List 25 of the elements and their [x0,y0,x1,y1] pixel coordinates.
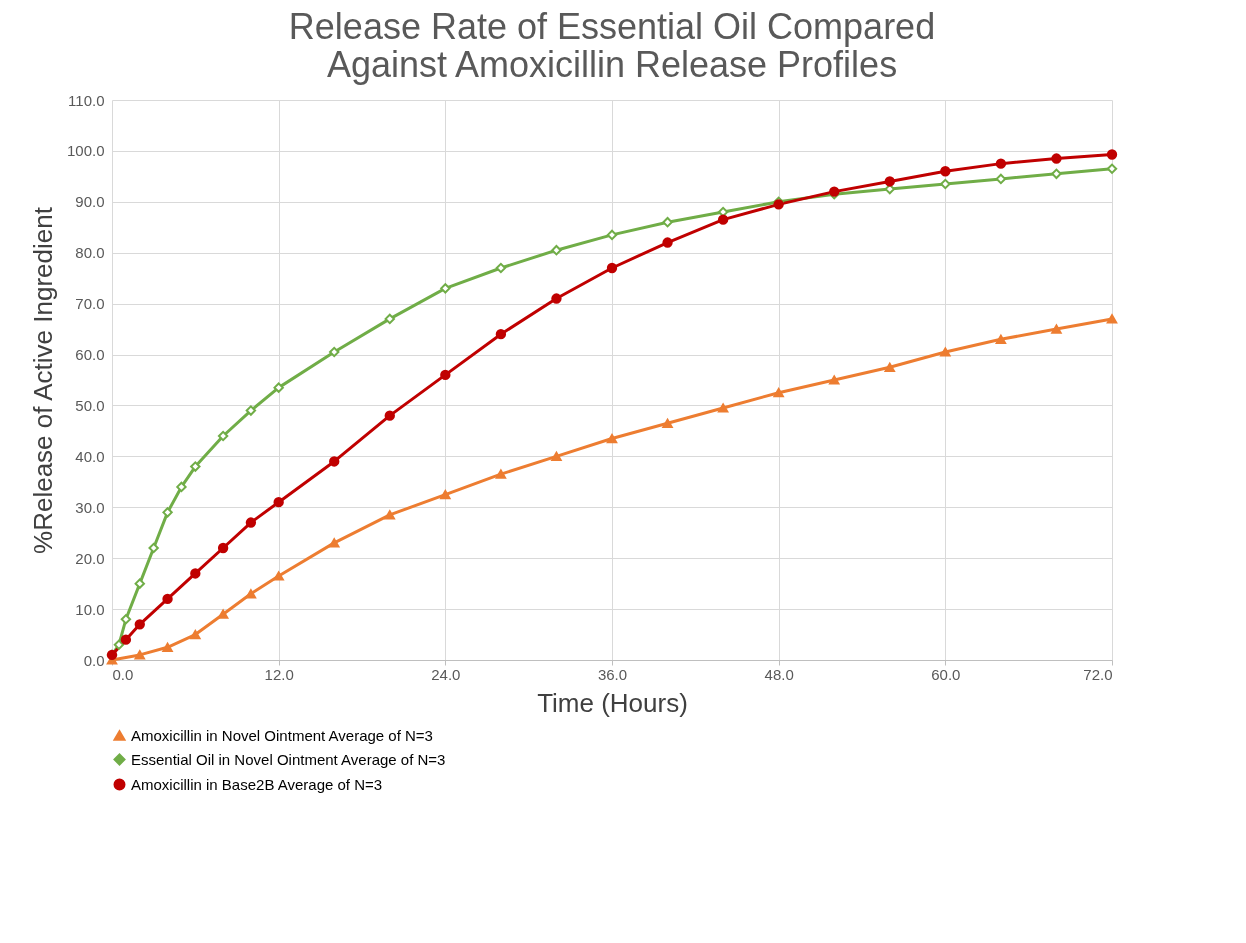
y-tick-label: 20.0 [75,549,105,567]
chart-title: Release Rate of Essential Oil Compared Against Amoxicillin Release Profiles [288,6,936,85]
x-tick-label: 24.0 [431,665,461,683]
y-tick-label: 60.0 [75,346,105,364]
y-tick-label: 50.0 [75,396,105,414]
y-tick-label: 70.0 [75,295,105,313]
legend-label: Amoxicillin in Novel Ointment Average of N=3 [131,726,433,744]
x-axis-title: Time (Hours) [537,687,688,718]
x-tick-label: 48.0 [764,665,794,683]
y-tick-label: 30.0 [75,498,105,516]
x-tick-label: 72.0 [1083,665,1113,683]
y-tick-label: 0.0 [83,651,105,669]
y-tick-label: 100.0 [66,142,105,160]
y-tick-label: 80.0 [75,244,105,262]
legend-label: Essential Oil in Novel Ointment Average of N=3 [131,750,446,768]
x-tick-label: 0.0 [112,665,134,683]
y-tick-label: 110.0 [68,91,105,109]
y-axis-title: %Release of Active Ingredient [27,206,58,554]
y-tick-label: 10.0 [75,600,105,618]
legend-label: Amoxicillin in Base2B Average of N=3 [131,775,383,793]
y-tick-label: 90.0 [75,193,105,211]
x-tick-label: 36.0 [597,665,628,683]
x-tick-label: 60.0 [931,665,961,683]
x-tick-label: 12.0 [264,665,294,683]
y-tick-label: 40.0 [75,447,105,465]
